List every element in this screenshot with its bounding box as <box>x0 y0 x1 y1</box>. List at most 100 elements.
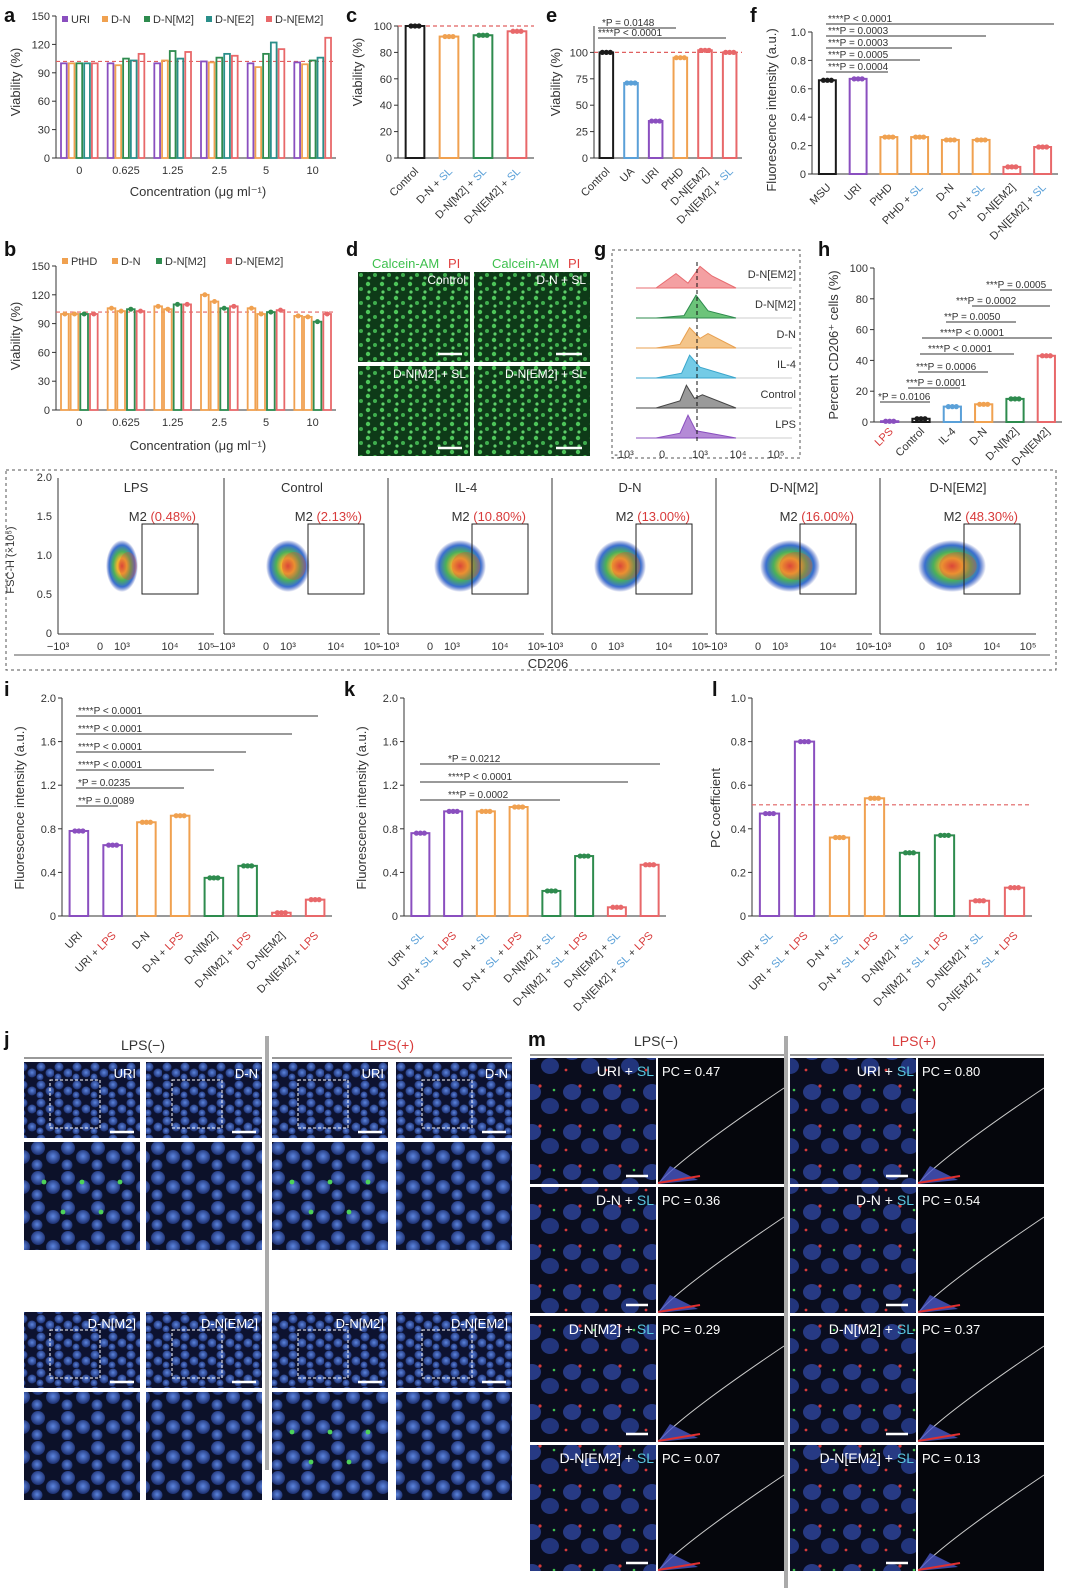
scatter-cloud <box>658 1295 698 1313</box>
bar-3-point <box>518 28 524 34</box>
bar-2-point <box>840 834 847 841</box>
bar-3-point <box>520 804 526 810</box>
coloc-micrograph <box>790 1445 916 1571</box>
bar-2-bar <box>475 810 496 917</box>
bar-4-point <box>211 875 217 881</box>
bar-3-bar <box>910 136 930 175</box>
coloc-micrograph <box>530 1445 656 1571</box>
scatter-density <box>657 1175 701 1184</box>
bar-2-point <box>484 32 490 38</box>
bar-0-point <box>824 77 830 83</box>
panel-c-ylabel: Viability (%) <box>350 38 365 106</box>
scatter-cloud <box>658 1553 698 1571</box>
micrograph-label: D-N <box>235 1066 258 1081</box>
axis-ytick-label: 1.2 <box>41 780 56 792</box>
flow-xtick-label: 10⁴ <box>656 641 673 653</box>
bar-0-bar <box>817 79 837 175</box>
bar-6-point <box>976 898 983 904</box>
bar-3-point <box>512 804 518 810</box>
legend-label: PtHD <box>71 256 97 268</box>
significance-label: **P = 0.0050 <box>944 312 1001 323</box>
scatterplot-panel <box>918 1058 1044 1184</box>
bar-1-point <box>922 416 928 422</box>
data-point <box>72 311 77 317</box>
significance-label: *P = 0.0235 <box>78 778 131 789</box>
bar-1-point <box>442 33 448 40</box>
zoom-region <box>421 1079 473 1129</box>
fluorescent-signal <box>327 1429 333 1435</box>
data-point <box>165 306 171 312</box>
axis-ytick-label: 0 <box>392 911 398 923</box>
panel-g-histograms: D-N[EM2] D-N[M2] D-N IL-4 Control LPS -10³ 0 10³… <box>614 262 796 461</box>
bar-1-point <box>918 416 924 422</box>
bar-d-nm2 <box>75 62 84 159</box>
bar-3-point <box>917 134 923 140</box>
legend-label: D-N[M2] <box>153 14 194 26</box>
bar-0-point <box>413 830 419 836</box>
legend-swatch <box>62 258 68 264</box>
bar-d-ne2 <box>269 41 278 159</box>
bar-d-ne2 <box>129 59 138 159</box>
bar-2-point <box>832 834 839 841</box>
density-core <box>281 552 307 580</box>
bar-0-point <box>408 23 414 29</box>
coloc-label: D-N + SL <box>596 1192 654 1208</box>
micrograph-overview <box>396 1312 512 1388</box>
bar-1-point <box>450 33 456 40</box>
divider <box>265 1036 269 1470</box>
fluorescent-signal <box>289 1179 295 1185</box>
panel-f-letter: f <box>750 5 757 27</box>
panel-m: m LPS(−) LPS(+) URI + SL PC = 0.47 URI + S… <box>528 1029 1045 1588</box>
bar-0-bar <box>758 812 781 917</box>
bar-5-point <box>577 853 583 859</box>
density-core <box>779 552 813 580</box>
data-point <box>91 311 97 317</box>
legend-swatch <box>62 16 68 22</box>
flow-xtick-label: 10⁵ <box>692 641 709 653</box>
flow-xtick-label: 10³ <box>936 641 952 653</box>
micrograph-zoom <box>146 1142 262 1250</box>
xtick-label: 0 <box>76 165 82 177</box>
bar-2-point <box>476 32 482 38</box>
panel-c-letter: c <box>346 5 357 27</box>
bar-d-nem2 <box>275 309 286 411</box>
scatter-cloud <box>918 1295 958 1313</box>
bar-1-bar <box>623 82 639 159</box>
data-point <box>258 311 264 317</box>
axis-ytick-label: 90 <box>38 319 50 331</box>
xtick-label: 5 <box>263 417 269 429</box>
bar-4-point <box>552 888 558 894</box>
bar-1-point <box>628 80 634 86</box>
bar-4-point <box>910 850 917 856</box>
bar-0-point <box>412 23 418 29</box>
fluorescent-signal <box>79 1179 85 1185</box>
micrograph-d-dnm2-sl <box>358 366 470 456</box>
data-point <box>81 311 87 317</box>
bar-0-point <box>72 828 78 834</box>
micrograph-label: D-N[EM2] <box>201 1316 258 1331</box>
flow-ytick-label: 0 <box>46 628 52 640</box>
bar-4-point <box>207 875 213 881</box>
axis-xtick-label: D-N[EM2] + SL <box>562 930 623 991</box>
panel-flow: FSC-H (×10⁵) CD206 0 0.5 1.0 1.5 2.0 LPS M2 (… <box>5 469 1057 671</box>
divider <box>784 1036 788 1588</box>
panel-i: i Fluorescence intensity (a.u.) 0 0.4 0.8 1… <box>4 679 332 996</box>
bar-1-point <box>450 808 456 814</box>
bar-uri <box>246 62 255 159</box>
pc-value: PC = 0.13 <box>922 1451 980 1466</box>
axis-xtick-label: Control <box>579 166 613 200</box>
bar-d-n <box>209 300 220 411</box>
data-point <box>109 305 114 311</box>
flow-xtick-label: 10⁴ <box>820 641 837 653</box>
significance-label: *P = 0.0212 <box>448 754 501 765</box>
flow-xtick-label: −10³ <box>47 641 70 653</box>
bar-3-point <box>681 55 687 61</box>
xtick-label: 10 <box>307 165 319 177</box>
significance-label: ****P < 0.0001 <box>78 724 142 735</box>
micrograph-overview <box>272 1062 388 1138</box>
scatterplot-panel <box>918 1445 1044 1571</box>
axis-ytick-label: 80 <box>856 294 868 306</box>
bar-3-point <box>677 55 683 61</box>
bar-3-bar <box>169 814 191 917</box>
